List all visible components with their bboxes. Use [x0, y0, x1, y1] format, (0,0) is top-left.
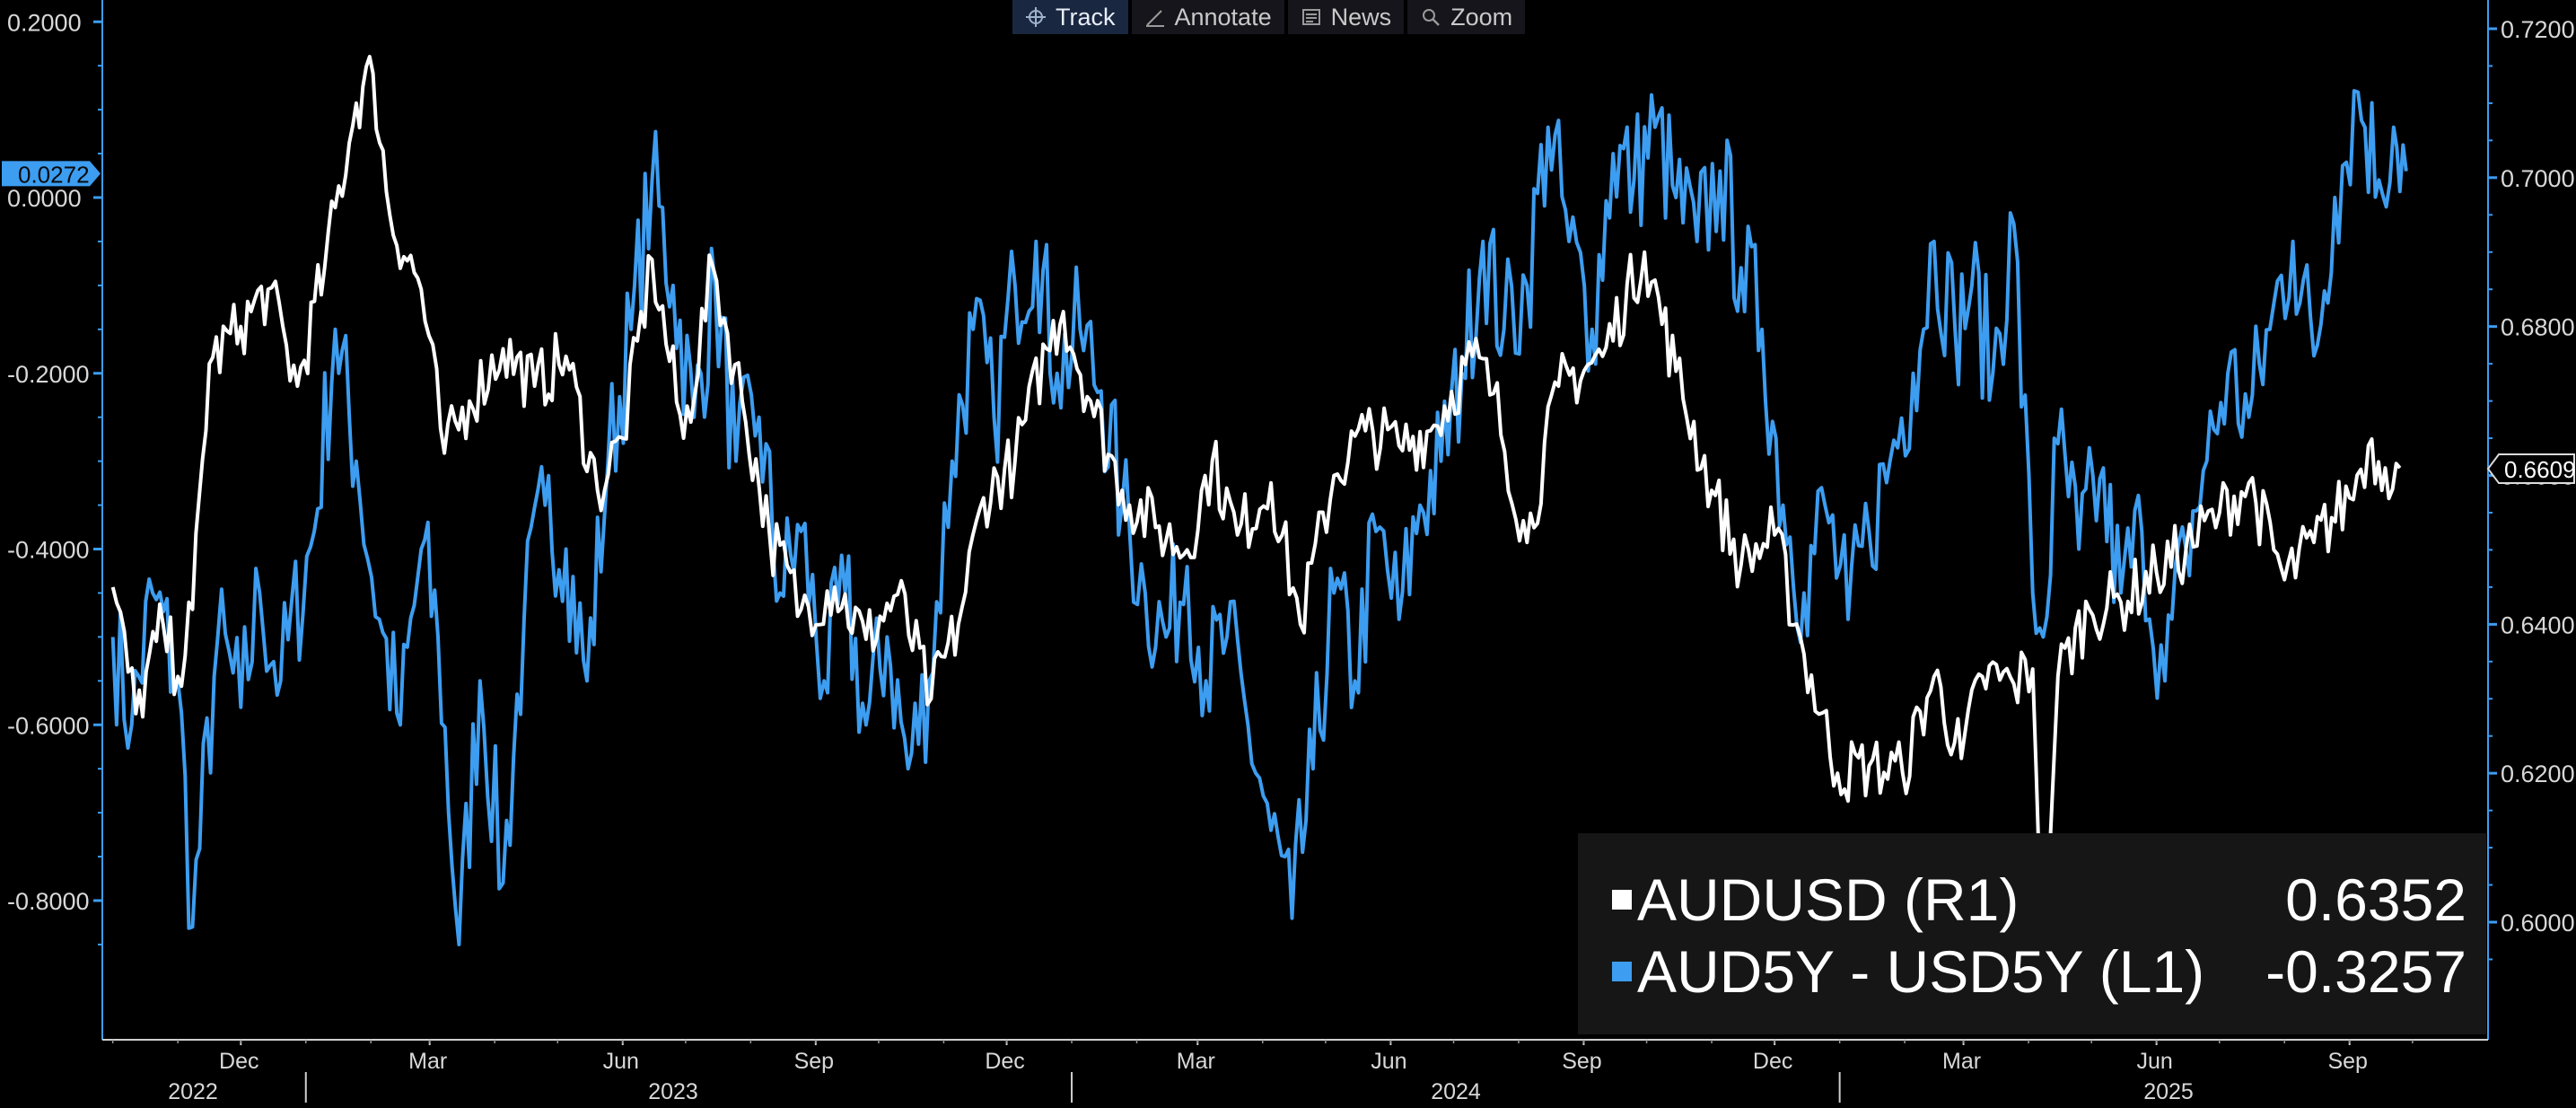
- x-year-label: 2023: [648, 1079, 698, 1104]
- x-month-label: Jun: [2136, 1049, 2172, 1074]
- news-label: News: [1330, 3, 1392, 31]
- right-tick-label: 0.6400: [2501, 611, 2575, 638]
- spread-series: [110, 89, 2408, 946]
- legend-row-spread: AUD5Y - USD5Y (L1) -0.3257: [1578, 936, 2466, 1007]
- audusd-series: [110, 55, 2402, 954]
- track-button[interactable]: Track: [1012, 0, 1128, 34]
- current-value-markers: 0.0272 0.6609: [2, 161, 2576, 485]
- news-icon: [1301, 9, 1320, 25]
- legend-box: [1578, 833, 2486, 1034]
- x-year-label: 2025: [2143, 1079, 2194, 1104]
- audusd-legend-label: AUDUSD (R1): [1637, 866, 2020, 933]
- left-tick-label: -0.4000: [7, 537, 90, 564]
- left-tick-label: -0.8000: [7, 888, 90, 915]
- x-month-label: Sep: [794, 1049, 834, 1074]
- track-label: Track: [1056, 3, 1116, 31]
- x-month-label: Jun: [1371, 1049, 1406, 1074]
- right-current-value-label: 0.6609: [2504, 456, 2576, 483]
- zoom-label: Zoom: [1450, 3, 1513, 31]
- x-month-label: Mar: [1177, 1049, 1215, 1074]
- right-tick-label: 0.6000: [2501, 910, 2575, 937]
- left-tick-label: 0.2000: [7, 9, 82, 36]
- spread-line: [110, 89, 2408, 946]
- right-tick-label: 0.7000: [2501, 165, 2575, 192]
- left-tick-label: -0.6000: [7, 712, 90, 739]
- axes: 0.2000 0.0000 -0.2000 -0.4000 -0.6000 -0.8000…: [7, 0, 2575, 1104]
- zoom-button[interactable]: Zoom: [1407, 0, 1526, 34]
- audusd-legend-value: 0.6352: [2285, 866, 2466, 933]
- right-tick-label: 0.6200: [2501, 761, 2575, 787]
- x-month-label: Mar: [408, 1049, 447, 1074]
- x-month-label: Sep: [2327, 1049, 2367, 1074]
- right-current-value-tag: [2486, 453, 2575, 485]
- chart-toolbar: Track Annotate News Zoom: [1012, 0, 1526, 34]
- annotate-label: Annotate: [1174, 3, 1272, 31]
- x-month-label: Mar: [1942, 1049, 1981, 1074]
- legend-row-audusd: AUDUSD (R1) 0.6352: [1578, 864, 2466, 936]
- left-tick-label: 0.0000: [7, 185, 82, 212]
- pencil-icon: [1145, 10, 1164, 27]
- spread-legend-label: AUD5Y - USD5Y (L1): [1637, 938, 2205, 1005]
- crosshair-icon: [1026, 7, 1046, 27]
- x-month-label: Dec: [219, 1049, 258, 1074]
- x-year-label: 2024: [1431, 1079, 1481, 1104]
- right-tick-label: 0.6800: [2501, 314, 2575, 341]
- left-tick-label: -0.2000: [7, 361, 90, 388]
- x-month-label: Dec: [1753, 1049, 1792, 1074]
- audusd-swatch: [1612, 890, 1632, 910]
- annotate-button[interactable]: Annotate: [1131, 0, 1284, 34]
- left-current-value-label: 0.0272: [18, 161, 90, 188]
- audusd-line: [110, 55, 2402, 954]
- spread-swatch: [1612, 962, 1632, 981]
- magnifier-icon: [1423, 9, 1440, 26]
- x-month-label: Sep: [1562, 1049, 1601, 1074]
- right-tick-label: 0.7200: [2501, 16, 2575, 43]
- x-month-label: Jun: [603, 1049, 639, 1074]
- left-current-value-tag: [2, 161, 101, 187]
- news-button[interactable]: News: [1287, 0, 1405, 34]
- spread-legend-value: -0.3257: [2265, 938, 2466, 1005]
- x-month-label: Dec: [985, 1049, 1024, 1074]
- x-year-label: 2022: [168, 1079, 218, 1104]
